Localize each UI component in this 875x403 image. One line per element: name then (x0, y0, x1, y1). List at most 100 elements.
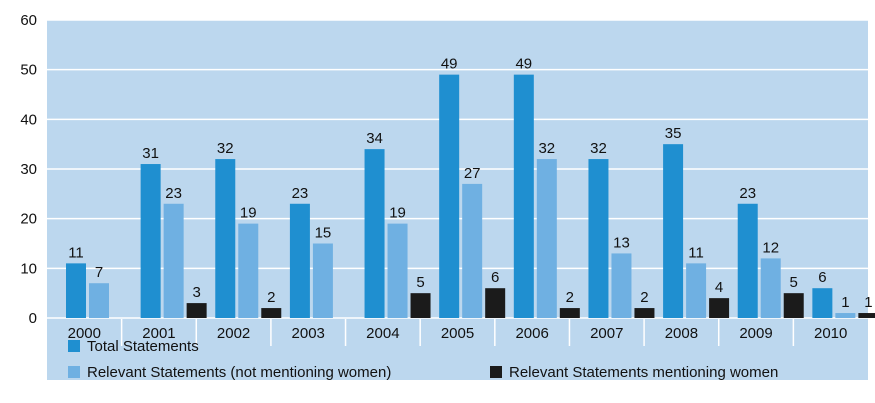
data-label: 49 (515, 56, 532, 73)
x-tick-label: 2002 (217, 325, 250, 342)
data-label: 23 (292, 185, 309, 202)
bar-group-2005: 49 27 6 (439, 56, 506, 318)
bar (737, 203, 758, 318)
data-label: 6 (491, 269, 499, 286)
bar (783, 293, 804, 318)
bar (261, 308, 282, 318)
y-tick-label: 0 (29, 310, 37, 327)
legend-swatch (490, 366, 502, 378)
data-label: 2 (267, 289, 275, 306)
x-tick-label: 2003 (292, 325, 325, 342)
bar (485, 288, 506, 318)
bar-group-2009: 23 12 5 (737, 185, 804, 318)
data-label: 13 (613, 234, 630, 251)
data-label: 11 (68, 244, 84, 261)
legend-item: Relevant Statements mentioning women (490, 364, 778, 381)
data-label: 4 (715, 279, 723, 296)
bar (66, 263, 86, 318)
legend-swatch (68, 366, 80, 378)
data-label: 19 (240, 205, 257, 222)
bar-group-2004: 34 19 5 (364, 130, 431, 318)
bar (513, 74, 534, 318)
data-label: 49 (441, 56, 458, 73)
data-label: 23 (739, 185, 756, 202)
bar (289, 203, 310, 318)
bar (238, 223, 259, 318)
bar (462, 183, 483, 318)
data-label: 6 (818, 269, 826, 286)
bar (140, 164, 161, 318)
legend-item: Total Statements (68, 338, 199, 355)
bar-group-2003: 23 15 (289, 185, 333, 318)
bar-group-2000: 11 7 (66, 244, 109, 318)
bar (588, 159, 609, 318)
bar-group-2001: 31 23 3 (140, 145, 207, 318)
data-label: 35 (665, 125, 682, 142)
data-label: 5 (416, 274, 424, 291)
bar (186, 303, 207, 318)
data-label: 1 (864, 294, 872, 311)
legend-swatch (68, 340, 80, 352)
bar (760, 258, 781, 318)
legend-label: Total Statements (87, 338, 199, 355)
bar (858, 313, 875, 318)
x-tick-label: 2007 (590, 325, 623, 342)
data-label: 12 (762, 239, 779, 256)
x-tick-label: 2000 (68, 325, 101, 342)
data-label: 32 (217, 140, 234, 157)
y-axis: 0 10 20 30 40 50 60 (20, 12, 37, 327)
y-tick-label: 30 (20, 161, 37, 178)
legend-label: Relevant Statements (not mentioning wome… (87, 364, 391, 381)
bar (312, 243, 333, 318)
bar (835, 313, 856, 318)
bar (364, 149, 385, 318)
x-tick-label: 2001 (142, 325, 175, 342)
y-tick-label: 50 (20, 62, 37, 79)
data-label: 27 (464, 165, 481, 182)
bar (439, 74, 460, 318)
data-label: 1 (841, 294, 849, 311)
data-label: 2 (640, 289, 648, 306)
bar (559, 308, 580, 318)
data-label: 11 (688, 244, 704, 261)
bar (536, 159, 557, 318)
bar (663, 144, 684, 318)
legend: Total Statements Relevant Statements (not… (68, 338, 778, 381)
bar (215, 159, 236, 318)
y-tick-label: 60 (20, 12, 37, 29)
bar-group-2010: 61 1 (812, 269, 875, 318)
bar-group-2008: 35 11 4 (663, 125, 730, 318)
bar (410, 293, 431, 318)
bar-group-2007: 32 13 2 (588, 140, 655, 318)
bar-group-2006: 49 32 2 (513, 56, 580, 318)
x-tick-label: 2004 (366, 325, 399, 342)
bar (387, 223, 408, 318)
bar (709, 298, 730, 318)
x-axis: 2000 2001 2002 2003 2004 2005 2006 2007 2008 2009… (68, 319, 847, 346)
data-label: 34 (366, 130, 383, 147)
legend-item: Relevant Statements (not mentioning wome… (68, 364, 391, 381)
data-label: 23 (165, 185, 182, 202)
x-tick-label: 2008 (665, 325, 698, 342)
legend-label: Relevant Statements mentioning women (509, 364, 778, 381)
bars: 1173123332192231534195492764932232132351… (66, 56, 875, 318)
bar (634, 308, 655, 318)
data-label: 32 (538, 140, 555, 157)
y-tick-label: 20 (20, 211, 37, 228)
y-tick-label: 10 (20, 260, 37, 277)
data-label: 7 (95, 264, 103, 281)
data-label: 32 (590, 140, 607, 157)
x-tick-label: 2010 (814, 325, 847, 342)
bar (686, 263, 707, 318)
data-label: 15 (315, 225, 332, 242)
x-tick-label: 2009 (739, 325, 772, 342)
data-label: 2 (566, 289, 574, 306)
y-tick-label: 40 (20, 111, 37, 128)
data-label: 19 (389, 205, 406, 222)
bar (163, 203, 184, 318)
bar-group-2002: 32 19 2 (215, 140, 282, 318)
data-label: 3 (192, 284, 200, 301)
x-tick-label: 2006 (515, 325, 548, 342)
bar (611, 253, 632, 318)
